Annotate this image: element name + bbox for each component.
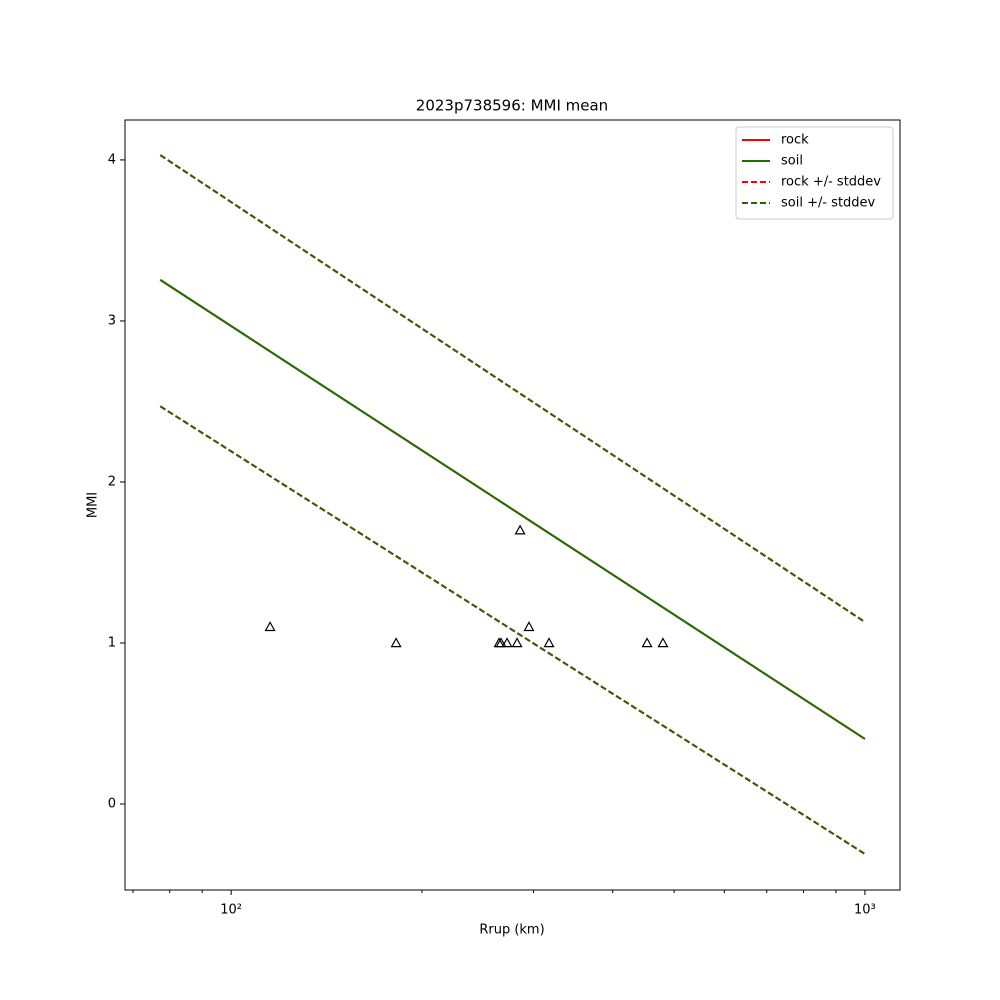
- legend-label: rock +/- stddev: [781, 175, 881, 190]
- observation-marker: [501, 637, 513, 648]
- x-tick-label: 10³: [854, 903, 876, 918]
- observation-marker: [543, 637, 555, 648]
- legend-box: [735, 126, 894, 220]
- y-tick-label: 0: [108, 797, 116, 812]
- x-tick-label: 10²: [220, 903, 242, 918]
- y-tick-label: 3: [108, 313, 116, 328]
- legend-label: soil +/- stddev: [781, 196, 876, 211]
- y-tick-label: 1: [108, 635, 116, 650]
- y-tick-label: 2: [108, 474, 116, 489]
- series-line: [159, 405, 866, 855]
- observation-marker: [657, 637, 669, 648]
- legend-label: soil: [781, 154, 803, 169]
- observation-marker: [641, 637, 653, 648]
- y-axis-label: MMI: [86, 492, 101, 518]
- series-line: [159, 154, 866, 623]
- observation-marker: [511, 637, 523, 648]
- observation-marker: [390, 637, 402, 648]
- series-line: [159, 279, 866, 740]
- observation-marker: [495, 637, 507, 648]
- y-tick-label: 4: [108, 152, 116, 167]
- observation-marker: [264, 621, 276, 632]
- legend-label: rock: [781, 133, 809, 148]
- observation-marker: [514, 524, 526, 535]
- chart-title: 2023p738596: MMI mean: [416, 97, 608, 115]
- observation-marker: [523, 621, 535, 632]
- plot-area: [159, 154, 866, 855]
- plot-frame: [124, 119, 901, 891]
- x-axis-label: Rrup (km): [479, 923, 544, 938]
